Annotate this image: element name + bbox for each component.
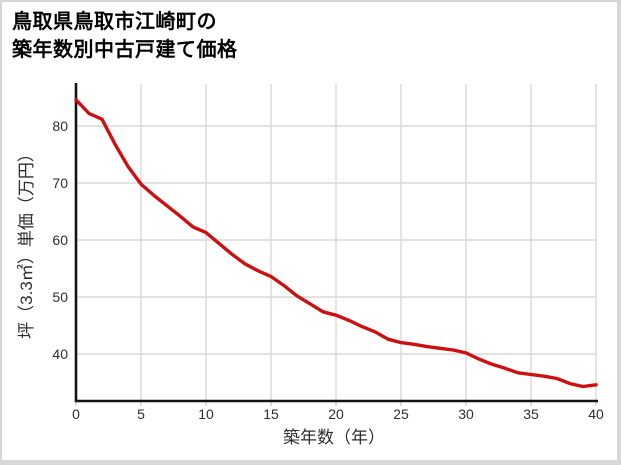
y-tick-labels: 80 70 60 50 40 [52,118,68,362]
x-tick-label: 40 [588,406,604,422]
x-tick-label: 10 [198,406,214,422]
x-tick-label: 5 [137,406,145,422]
x-tick-label: 0 [72,406,80,422]
x-tick-labels: 0 5 10 15 20 25 30 35 40 [72,406,604,422]
y-tick-label: 40 [52,346,68,362]
vertical-gridlines [140,84,597,401]
x-tick-label: 30 [458,406,474,422]
x-tick-label: 25 [393,406,409,422]
price-line-series [74,98,598,389]
x-tick-label: 35 [523,406,539,422]
y-tick-label: 60 [52,232,68,248]
chart-title-line2: 築年数別中古戸建て価格 [12,39,238,62]
x-axis-title: 築年数（年） [283,428,385,447]
chart-title-line1: 鳥取県鳥取市江崎町の [12,11,217,33]
y-tick-label: 50 [52,289,68,305]
y-tick-label: 80 [52,118,68,134]
horizontal-gridlines [76,125,596,355]
x-tick-label: 20 [328,406,344,422]
y-tick-label: 70 [52,175,68,191]
y-axis-title: 坪（3.3㎡）単価（万円） [17,145,36,339]
chart-title: 鳥取県鳥取市江崎町の 築年数別中古戸建て価格 [12,8,238,65]
x-tick-label: 15 [263,406,279,422]
